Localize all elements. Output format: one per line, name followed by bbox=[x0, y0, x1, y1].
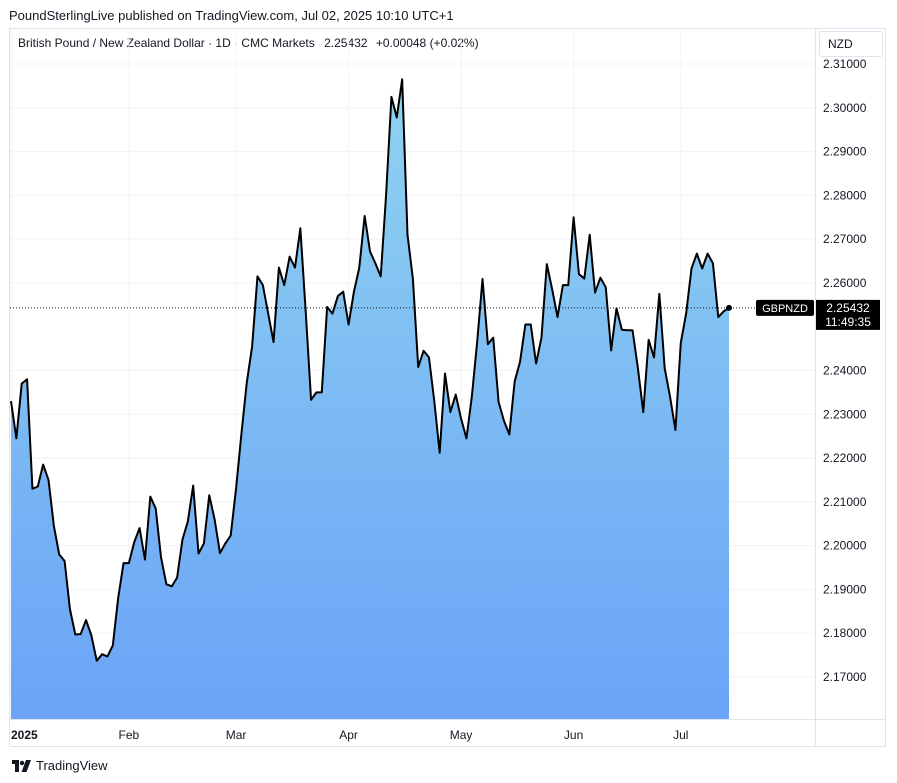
x-tick-label: May bbox=[450, 728, 473, 742]
x-tick-label: Feb bbox=[119, 728, 140, 742]
y-tick-label: 2.21000 bbox=[823, 495, 867, 509]
last-price: 2.25432 bbox=[324, 36, 368, 50]
y-tick-label: 2.31000 bbox=[823, 57, 867, 71]
publisher-line: PoundSterlingLive published on TradingVi… bbox=[9, 8, 454, 23]
y-tick-label: 2.23000 bbox=[823, 407, 867, 421]
instrument-label: British Pound / New Zealand Dollar · 1D … bbox=[18, 36, 315, 50]
y-tick-label: 2.22000 bbox=[823, 451, 867, 465]
countdown-badge: 11:49:35 bbox=[825, 315, 871, 329]
series-name-badge-bg bbox=[756, 299, 814, 316]
y-tick-label: 2.26000 bbox=[823, 276, 867, 290]
series-name-badge: GBPNZD bbox=[762, 303, 808, 315]
time-axis[interactable]: 2025 Feb Mar Apr May Jun Jul bbox=[11, 728, 688, 742]
y-tick-label: 2.18000 bbox=[823, 626, 867, 640]
last-point-marker bbox=[726, 304, 732, 311]
y-tick-label: 2.27000 bbox=[823, 232, 867, 246]
y-tick-label: 2.28000 bbox=[823, 188, 867, 202]
y-tick-label: 2.24000 bbox=[823, 363, 867, 377]
tradingview-logo-icon bbox=[12, 759, 31, 772]
last-value-badge-bg bbox=[816, 299, 880, 330]
tradingview-brand: TradingView bbox=[36, 758, 108, 773]
tradingview-logo[interactable]: TradingView bbox=[12, 758, 108, 773]
x-tick-label: Jun bbox=[564, 728, 583, 742]
x-tick-label: Mar bbox=[226, 728, 247, 742]
x-tick-label: Apr bbox=[339, 728, 358, 742]
y-tick-label: 2.29000 bbox=[823, 145, 867, 159]
chart-frame bbox=[9, 28, 886, 747]
x-tick-label: Jul bbox=[673, 728, 688, 742]
series-line bbox=[10, 78, 730, 662]
symbol-header: British Pound / New Zealand Dollar · 1D … bbox=[18, 36, 479, 50]
y-tick-label: 2.30000 bbox=[823, 101, 867, 115]
last-value-badge: 2.25432 bbox=[826, 301, 870, 315]
price-axis[interactable]: 2.31000 2.30000 2.29000 2.28000 2.27000 2.260… bbox=[823, 57, 867, 684]
area-fill bbox=[11, 79, 729, 720]
y-tick-label: 2.20000 bbox=[823, 539, 867, 553]
price-change: +0.00048 (+0.02%) bbox=[375, 36, 479, 50]
y-tick-label: 2.19000 bbox=[823, 582, 867, 596]
currency-button[interactable]: NZD bbox=[819, 31, 883, 57]
x-tick-label: 2025 bbox=[11, 728, 38, 742]
y-tick-label: 2.17000 bbox=[823, 670, 867, 684]
